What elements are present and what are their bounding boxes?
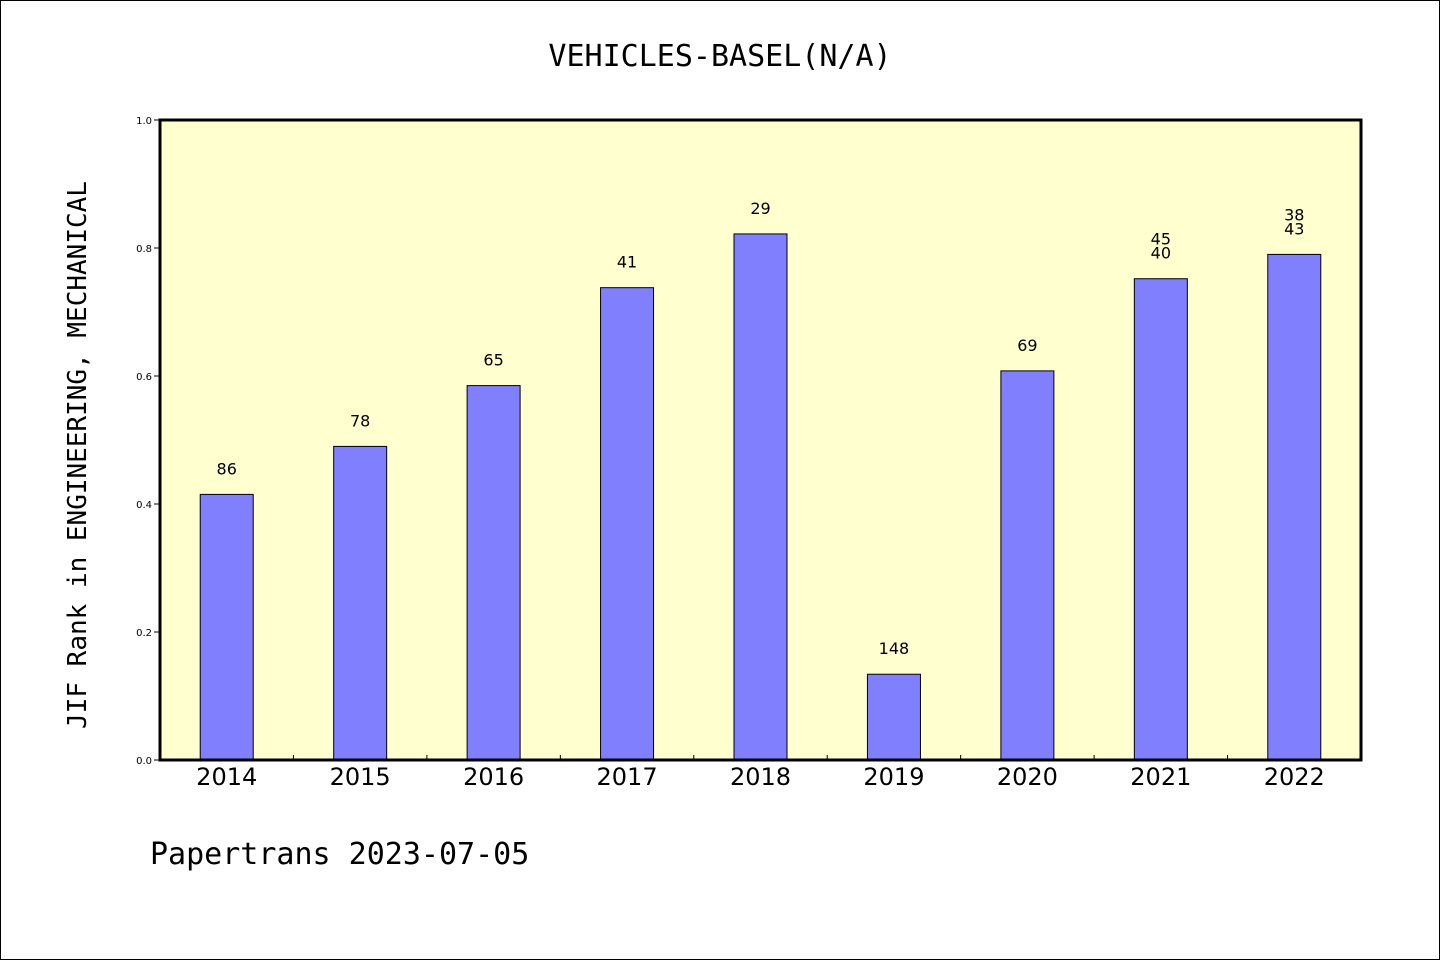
data-label: 148: [879, 639, 910, 658]
bar-2017: [600, 287, 655, 761]
y-tick-label: 0.8: [136, 244, 152, 255]
x-tick-label: 2017: [597, 763, 658, 791]
x-tick-label: 2016: [463, 763, 524, 791]
data-label: 43: [1284, 219, 1304, 238]
x-tick-label: 2021: [1130, 763, 1191, 791]
y-tick-label: 1.0: [136, 116, 152, 127]
x-tick-label: 2022: [1264, 763, 1325, 791]
footer-text: Papertrans 2023-07-05: [150, 837, 529, 872]
x-axis-ticks: 2014 2015 2016 2017 2018 2019 2020 2021 2022: [196, 755, 1325, 791]
data-label: 40: [1151, 244, 1171, 263]
bar-2014: [199, 493, 254, 761]
bar-2022: [1267, 253, 1322, 761]
chart-title: VEHICLES-BASEL(N/A): [548, 39, 891, 74]
x-tick-label: 2015: [330, 763, 391, 791]
data-label: 65: [483, 351, 503, 370]
y-tick-label: 0.2: [136, 628, 152, 639]
data-label: 69: [1017, 336, 1037, 355]
y-tick-label: 0.6: [136, 372, 152, 383]
x-tick-label: 2019: [863, 763, 924, 791]
bar-2020: [1000, 370, 1055, 761]
x-tick-label: 2018: [730, 763, 791, 791]
bar-2015: [333, 445, 388, 761]
y-tick-label: 0.0: [136, 756, 152, 767]
data-label: 45: [1151, 230, 1171, 249]
x-tick-label: 2020: [997, 763, 1058, 791]
y-axis-label: JIF Rank in ENGINEERING, MECHANICAL: [63, 181, 93, 729]
x-tick-label: 2014: [196, 763, 257, 791]
data-label: 86: [217, 459, 237, 478]
data-label: 78: [350, 411, 370, 430]
bar-2019: [866, 673, 921, 761]
y-axis-ticks: 0.0 0.2 0.4 0.6 0.8 1.0: [136, 116, 160, 767]
bar-2021: [1133, 278, 1188, 761]
bar-2018: [733, 233, 788, 761]
data-label: 38: [1284, 205, 1304, 224]
bars-group: [199, 233, 1322, 761]
data-label: 29: [750, 199, 770, 218]
y-tick-label: 0.4: [136, 500, 152, 511]
data-label: 41: [617, 253, 637, 272]
plot-frame: [158, 118, 1363, 762]
bar-2016: [466, 385, 521, 761]
